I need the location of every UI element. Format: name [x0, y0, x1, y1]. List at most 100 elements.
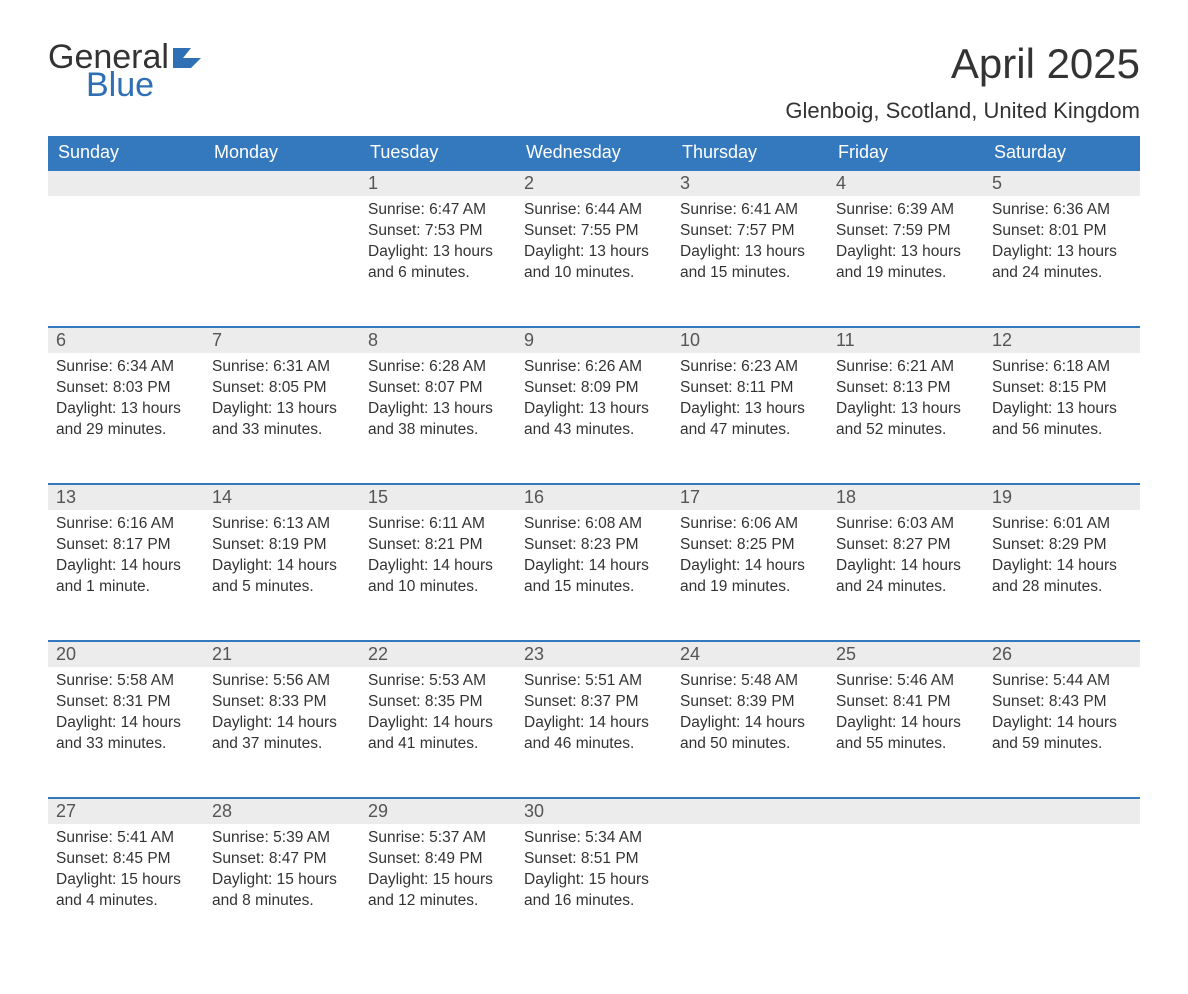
- daylight-line: Daylight: 14 hours and 37 minutes.: [212, 713, 352, 755]
- day-content: Sunrise: 5:53 AMSunset: 8:35 PMDaylight:…: [360, 667, 516, 769]
- sunrise-line: Sunrise: 5:53 AM: [368, 671, 508, 692]
- sunset-line: Sunset: 8:51 PM: [524, 849, 664, 870]
- calendar-cell-header: 23: [516, 640, 672, 667]
- daylight-line: Daylight: 13 hours and 52 minutes.: [836, 399, 976, 441]
- sunrise-line: Sunrise: 5:34 AM: [524, 828, 664, 849]
- calendar-cell-body: [672, 824, 828, 954]
- calendar-cell-body: Sunrise: 6:39 AMSunset: 7:59 PMDaylight:…: [828, 196, 984, 326]
- sunrise-line: Sunrise: 6:11 AM: [368, 514, 508, 535]
- calendar-cell-body: Sunrise: 6:28 AMSunset: 8:07 PMDaylight:…: [360, 353, 516, 483]
- daylight-line: Daylight: 13 hours and 56 minutes.: [992, 399, 1132, 441]
- day-number: 25: [828, 640, 984, 667]
- calendar-cell-body: Sunrise: 5:58 AMSunset: 8:31 PMDaylight:…: [48, 667, 204, 797]
- daylight-line: Daylight: 13 hours and 38 minutes.: [368, 399, 508, 441]
- day-content: Sunrise: 6:06 AMSunset: 8:25 PMDaylight:…: [672, 510, 828, 612]
- sunrise-line: Sunrise: 6:31 AM: [212, 357, 352, 378]
- day-content: Sunrise: 6:34 AMSunset: 8:03 PMDaylight:…: [48, 353, 204, 455]
- sunrise-line: Sunrise: 6:44 AM: [524, 200, 664, 221]
- sunrise-line: Sunrise: 5:58 AM: [56, 671, 196, 692]
- day-content: Sunrise: 6:28 AMSunset: 8:07 PMDaylight:…: [360, 353, 516, 455]
- sunset-line: Sunset: 8:47 PM: [212, 849, 352, 870]
- daylight-line: Daylight: 13 hours and 47 minutes.: [680, 399, 820, 441]
- daylight-line: Daylight: 14 hours and 5 minutes.: [212, 556, 352, 598]
- day-number: 3: [672, 169, 828, 196]
- day-number: 10: [672, 326, 828, 353]
- calendar-cell-header: 12: [984, 326, 1140, 353]
- sunset-line: Sunset: 8:39 PM: [680, 692, 820, 713]
- weekday-header: Thursday: [672, 136, 828, 169]
- day-number: 22: [360, 640, 516, 667]
- sunset-line: Sunset: 8:33 PM: [212, 692, 352, 713]
- calendar-cell-header: 9: [516, 326, 672, 353]
- calendar-cell-body: Sunrise: 6:16 AMSunset: 8:17 PMDaylight:…: [48, 510, 204, 640]
- calendar-cell-body: Sunrise: 5:53 AMSunset: 8:35 PMDaylight:…: [360, 667, 516, 797]
- calendar-cell-header: [48, 169, 204, 196]
- sunset-line: Sunset: 8:23 PM: [524, 535, 664, 556]
- weekday-header: Tuesday: [360, 136, 516, 169]
- sunset-line: Sunset: 8:21 PM: [368, 535, 508, 556]
- day-content: Sunrise: 6:44 AMSunset: 7:55 PMDaylight:…: [516, 196, 672, 298]
- calendar-cell-body: [828, 824, 984, 954]
- calendar-cell-body: [48, 196, 204, 326]
- day-content: Sunrise: 6:01 AMSunset: 8:29 PMDaylight:…: [984, 510, 1140, 612]
- daylight-line: Daylight: 14 hours and 28 minutes.: [992, 556, 1132, 598]
- sunset-line: Sunset: 7:53 PM: [368, 221, 508, 242]
- sunrise-line: Sunrise: 6:28 AM: [368, 357, 508, 378]
- daylight-line: Daylight: 13 hours and 19 minutes.: [836, 242, 976, 284]
- day-number: 12: [984, 326, 1140, 353]
- calendar-cell-body: Sunrise: 6:06 AMSunset: 8:25 PMDaylight:…: [672, 510, 828, 640]
- day-number: 1: [360, 169, 516, 196]
- day-number-empty: [828, 797, 984, 824]
- day-number: 20: [48, 640, 204, 667]
- day-content: Sunrise: 6:03 AMSunset: 8:27 PMDaylight:…: [828, 510, 984, 612]
- sunset-line: Sunset: 8:45 PM: [56, 849, 196, 870]
- calendar-cell-header: 3: [672, 169, 828, 196]
- day-number: 2: [516, 169, 672, 196]
- day-content: Sunrise: 5:41 AMSunset: 8:45 PMDaylight:…: [48, 824, 204, 926]
- day-content: Sunrise: 6:36 AMSunset: 8:01 PMDaylight:…: [984, 196, 1140, 298]
- sunset-line: Sunset: 8:03 PM: [56, 378, 196, 399]
- calendar-cell-header: 11: [828, 326, 984, 353]
- month-title: April 2025: [785, 40, 1140, 88]
- day-number: 15: [360, 483, 516, 510]
- calendar-cell-header: 26: [984, 640, 1140, 667]
- calendar-cell-body: Sunrise: 6:21 AMSunset: 8:13 PMDaylight:…: [828, 353, 984, 483]
- day-number: 16: [516, 483, 672, 510]
- calendar-cell-body: Sunrise: 6:23 AMSunset: 8:11 PMDaylight:…: [672, 353, 828, 483]
- calendar-cell-body: Sunrise: 6:36 AMSunset: 8:01 PMDaylight:…: [984, 196, 1140, 326]
- sunset-line: Sunset: 8:49 PM: [368, 849, 508, 870]
- day-content: Sunrise: 6:31 AMSunset: 8:05 PMDaylight:…: [204, 353, 360, 455]
- sunset-line: Sunset: 8:05 PM: [212, 378, 352, 399]
- calendar-cell-body: Sunrise: 5:48 AMSunset: 8:39 PMDaylight:…: [672, 667, 828, 797]
- day-content: Sunrise: 6:41 AMSunset: 7:57 PMDaylight:…: [672, 196, 828, 298]
- calendar-cell-header: 22: [360, 640, 516, 667]
- calendar-cell-body: Sunrise: 6:01 AMSunset: 8:29 PMDaylight:…: [984, 510, 1140, 640]
- sunset-line: Sunset: 8:25 PM: [680, 535, 820, 556]
- daylight-line: Daylight: 13 hours and 10 minutes.: [524, 242, 664, 284]
- calendar-cell-body: Sunrise: 5:34 AMSunset: 8:51 PMDaylight:…: [516, 824, 672, 954]
- sunrise-line: Sunrise: 5:56 AM: [212, 671, 352, 692]
- logo-text-blue: Blue: [86, 68, 207, 102]
- day-number: 7: [204, 326, 360, 353]
- daylight-line: Daylight: 14 hours and 10 minutes.: [368, 556, 508, 598]
- calendar-cell-header: 16: [516, 483, 672, 510]
- calendar-cell-header: 20: [48, 640, 204, 667]
- daylight-line: Daylight: 13 hours and 29 minutes.: [56, 399, 196, 441]
- calendar-cell-body: Sunrise: 6:08 AMSunset: 8:23 PMDaylight:…: [516, 510, 672, 640]
- calendar-cell-body: Sunrise: 6:41 AMSunset: 7:57 PMDaylight:…: [672, 196, 828, 326]
- calendar-cell-header: 27: [48, 797, 204, 824]
- sunrise-line: Sunrise: 6:01 AM: [992, 514, 1132, 535]
- sunset-line: Sunset: 7:55 PM: [524, 221, 664, 242]
- calendar-cell-header: 7: [204, 326, 360, 353]
- day-number: 17: [672, 483, 828, 510]
- sunset-line: Sunset: 8:43 PM: [992, 692, 1132, 713]
- calendar-cell-header: 18: [828, 483, 984, 510]
- day-content: Sunrise: 6:47 AMSunset: 7:53 PMDaylight:…: [360, 196, 516, 298]
- calendar-cell-header: [828, 797, 984, 824]
- sunset-line: Sunset: 8:17 PM: [56, 535, 196, 556]
- calendar-cell-body: Sunrise: 6:34 AMSunset: 8:03 PMDaylight:…: [48, 353, 204, 483]
- calendar-cell-header: 6: [48, 326, 204, 353]
- sunset-line: Sunset: 8:11 PM: [680, 378, 820, 399]
- day-content: Sunrise: 6:18 AMSunset: 8:15 PMDaylight:…: [984, 353, 1140, 455]
- sunrise-line: Sunrise: 6:21 AM: [836, 357, 976, 378]
